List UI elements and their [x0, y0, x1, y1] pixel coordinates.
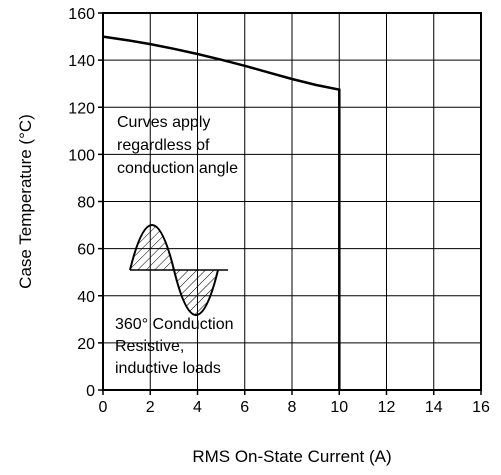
- x-tick-label: 6: [240, 399, 249, 416]
- annotation-curves-apply: Curves apply regardless of conduction angl…: [117, 114, 238, 177]
- y-tick-label: 80: [77, 195, 95, 212]
- grid: [103, 13, 481, 390]
- x-tick-label: 14: [425, 399, 443, 416]
- y-axis-label: Case Temperature (°C): [16, 114, 35, 289]
- y-tick-label: 0: [86, 383, 95, 400]
- x-tick-label: 8: [288, 399, 297, 416]
- y-tick-label: 140: [68, 53, 95, 70]
- annotation-line: inductive loads: [115, 360, 221, 377]
- x-tick-label: 0: [99, 399, 108, 416]
- y-tick-label: 100: [68, 147, 95, 164]
- series-layer: [102, 35, 341, 390]
- x-tick-label: 10: [330, 399, 348, 416]
- annotation-360-conduction: 360° Conduction Resistive, inductive loads: [115, 316, 233, 377]
- x-tick-label: 2: [146, 399, 155, 416]
- y-tick-label: 160: [68, 6, 95, 23]
- annotation-line: regardless of: [117, 137, 210, 154]
- y-tick-label: 20: [77, 336, 95, 353]
- y-tick-label: 60: [77, 242, 95, 259]
- annotation-line: Resistive,: [115, 338, 184, 355]
- annotation-line: conduction angle: [117, 160, 238, 177]
- x-tick-label: 16: [472, 399, 490, 416]
- x-tick-labels: 0 2 4 6 8 10 12 14 16: [99, 390, 490, 416]
- x-tick-label: 4: [193, 399, 202, 416]
- y-tick-labels: 0 20 40 60 80 100 120 140 160: [68, 6, 103, 400]
- annotation-line: Curves apply: [117, 114, 210, 131]
- y-tick-label: 120: [68, 100, 95, 117]
- sine-wave-icon: [129, 224, 228, 316]
- x-axis-label: RMS On-State Current (A): [192, 447, 391, 466]
- annotation-line: 360° Conduction: [115, 316, 233, 333]
- x-tick-label: 12: [378, 399, 396, 416]
- series-line: [102, 35, 341, 390]
- y-tick-label: 40: [77, 289, 95, 306]
